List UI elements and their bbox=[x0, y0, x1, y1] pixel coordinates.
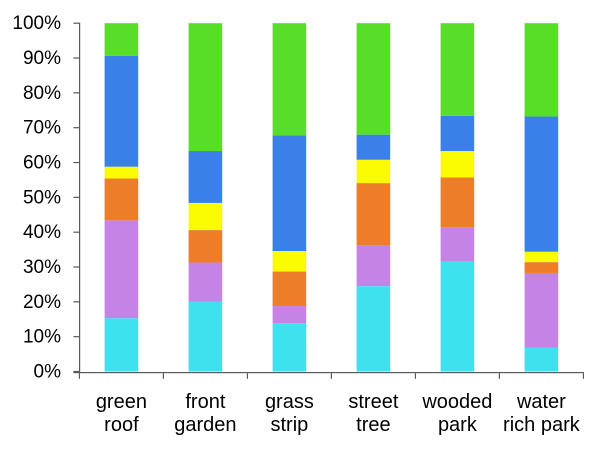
svg-text:70%: 70% bbox=[23, 118, 61, 139]
svg-text:green: green bbox=[96, 391, 147, 413]
svg-text:100%: 100% bbox=[12, 13, 61, 34]
svg-text:60%: 60% bbox=[23, 153, 61, 174]
svg-text:tree: tree bbox=[356, 414, 390, 436]
svg-text:front: front bbox=[185, 391, 225, 413]
svg-text:80%: 80% bbox=[23, 83, 61, 104]
svg-text:wooded: wooded bbox=[421, 391, 492, 413]
svg-text:grass: grass bbox=[265, 391, 314, 413]
svg-text:strip: strip bbox=[271, 414, 309, 436]
svg-text:park: park bbox=[438, 414, 478, 436]
svg-text:0%: 0% bbox=[34, 362, 62, 383]
svg-text:10%: 10% bbox=[23, 327, 61, 348]
svg-text:water: water bbox=[516, 391, 566, 413]
svg-text:20%: 20% bbox=[23, 292, 61, 313]
svg-text:50%: 50% bbox=[23, 187, 61, 208]
svg-text:roof: roof bbox=[104, 414, 139, 436]
svg-text:street: street bbox=[348, 391, 398, 413]
svg-text:90%: 90% bbox=[23, 48, 61, 69]
svg-text:rich park: rich park bbox=[503, 414, 581, 436]
svg-text:30%: 30% bbox=[23, 257, 61, 278]
svg-text:garden: garden bbox=[174, 414, 236, 436]
svg-text:40%: 40% bbox=[23, 222, 61, 243]
